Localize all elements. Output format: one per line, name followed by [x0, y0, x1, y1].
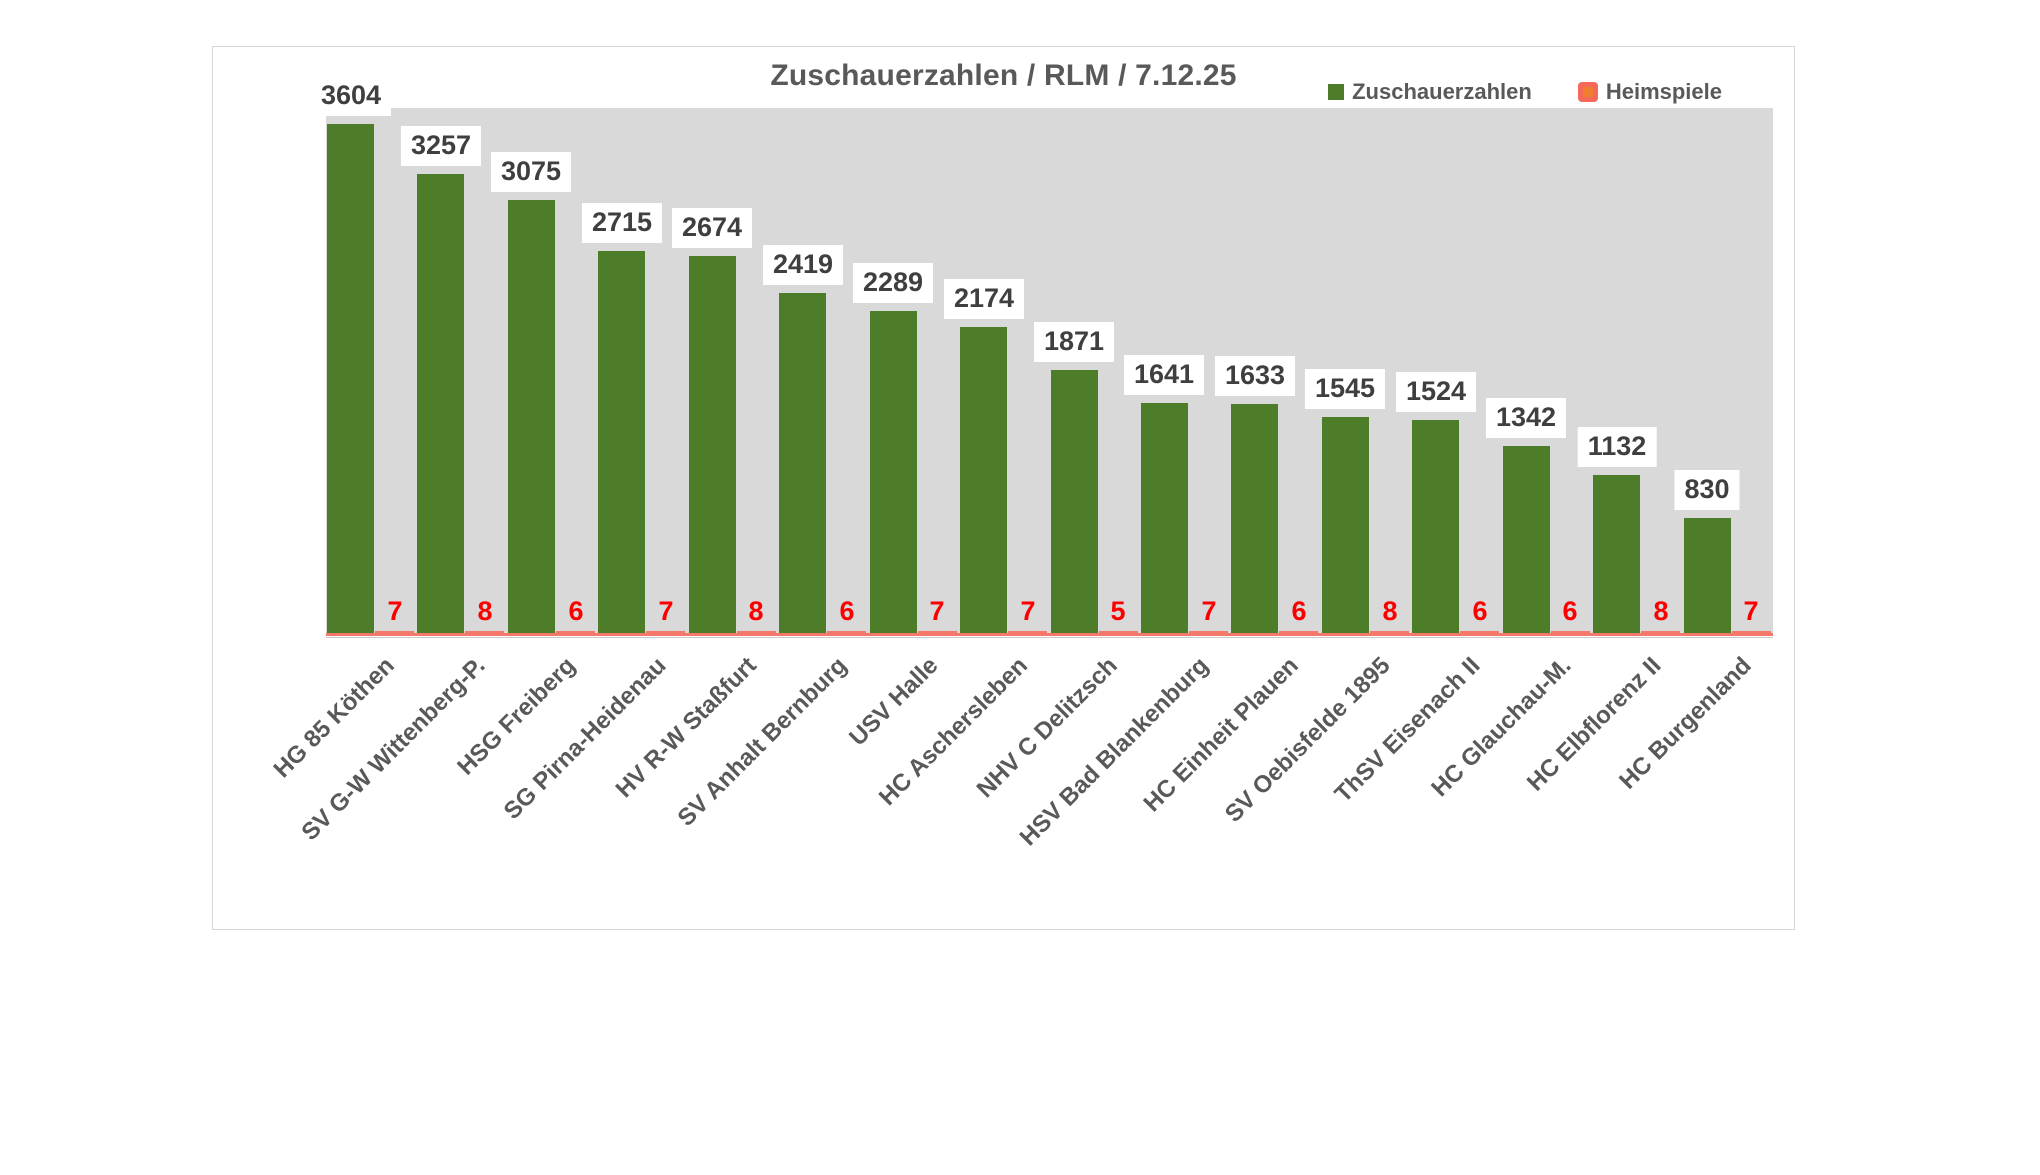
value-label: 1633 [1214, 356, 1296, 396]
heimspiele-count-label: 7 [1201, 596, 1217, 626]
heimspiele-count-label: 6 [839, 596, 855, 626]
plot-area: 3604 7 3257 8 3075 6 2715 7 2674 8 2419 6 2289 7 2174 7… [310, 76, 1773, 638]
value-label: 2674 [671, 208, 753, 248]
bar-zuschauerzahlen [327, 124, 374, 636]
value-label: 1871 [1033, 322, 1115, 362]
bar-zuschauerzahlen [779, 293, 826, 636]
chart-card: Zuschauerzahlen / RLM / 7.12.25 Zuschaue… [212, 46, 1795, 930]
zuschauerzahlen-legend-marker-icon [1328, 84, 1345, 100]
value-label: 3604 [310, 76, 392, 116]
bar-zuschauerzahlen [1141, 403, 1188, 636]
heimspiele-count-label: 5 [1110, 596, 1126, 626]
heimspiele-baseline [326, 633, 1773, 636]
heimspiele-count-label: 8 [748, 596, 764, 626]
value-label: 1524 [1395, 372, 1477, 412]
value-label: 3075 [490, 152, 572, 192]
value-label: 1342 [1485, 398, 1567, 438]
value-label: 3257 [400, 126, 482, 166]
legend-item-heimspiele: Heimspiele [1577, 79, 1722, 105]
heimspiele-count-label: 7 [929, 596, 945, 626]
bar-zuschauerzahlen [870, 311, 917, 636]
value-label: 1545 [1304, 369, 1386, 409]
x-axis-line [326, 637, 1773, 638]
legend: Zuschauerzahlen Heimspiele [1328, 79, 1722, 105]
bar-zuschauerzahlen [1503, 446, 1550, 636]
heimspiele-count-label: 7 [658, 596, 674, 626]
value-label: 830 [1674, 470, 1740, 510]
value-label: 2289 [852, 263, 934, 303]
bar-zuschauerzahlen [417, 174, 464, 636]
bar-zuschauerzahlen [1412, 420, 1459, 636]
legend-item-zuschauerzahlen: Zuschauerzahlen [1328, 79, 1532, 105]
value-label: 1641 [1123, 355, 1205, 395]
bar-zuschauerzahlen [598, 251, 645, 636]
legend-label-zuschauerzahlen: Zuschauerzahlen [1352, 79, 1532, 104]
value-label: 2174 [943, 279, 1025, 319]
heimspiele-count-label: 7 [1743, 596, 1759, 626]
bar-zuschauerzahlen [508, 200, 555, 636]
x-axis-label: SV Anhalt Bernburg [672, 652, 853, 832]
x-axis-label: HC Einheit Plauen [1138, 652, 1305, 818]
heimspiele-count-label: 6 [568, 596, 584, 626]
x-axis-labels: HG 85 Köthen SV G-W Wittenberg-P. HSG Frei… [269, 636, 1773, 886]
heimspiele-count-label: 8 [1653, 596, 1669, 626]
bar-zuschauerzahlen [689, 256, 736, 636]
x-axis-label: SV Oebisfelde 1895 [1219, 652, 1396, 828]
bar-zuschauerzahlen [1231, 404, 1278, 636]
bar-zuschauerzahlen [1051, 370, 1098, 636]
bar-zuschauerzahlen [1593, 475, 1640, 636]
heimspiele-count-label: 6 [1562, 596, 1578, 626]
bar-zuschauerzahlen [1684, 518, 1731, 636]
bar-zuschauerzahlen [1322, 417, 1369, 636]
heimspiele-count-label: 8 [1382, 596, 1398, 626]
heimspiele-count-label: 7 [387, 596, 403, 626]
bar-zuschauerzahlen [960, 327, 1007, 636]
value-label: 1132 [1577, 427, 1657, 467]
x-axis-label: HC Aschersleben [874, 652, 1034, 811]
heimspiele-count-label: 7 [1020, 596, 1036, 626]
chart-title: Zuschauerzahlen / RLM / 7.12.25 [770, 59, 1237, 92]
value-label: 2715 [581, 203, 663, 243]
heimspiele-count-label: 6 [1291, 596, 1307, 626]
legend-label-heimspiele: Heimspiele [1605, 79, 1722, 104]
value-label: 2419 [762, 245, 844, 285]
x-axis-label: SG Pirna-Heidenau [498, 652, 672, 825]
heimspiele-count-label: 8 [477, 596, 493, 626]
x-axis-label: SV G-W Wittenberg-P. [296, 652, 491, 847]
heimspiele-count-label: 6 [1472, 596, 1488, 626]
heimspiele-legend-marker-icon [1577, 82, 1598, 102]
